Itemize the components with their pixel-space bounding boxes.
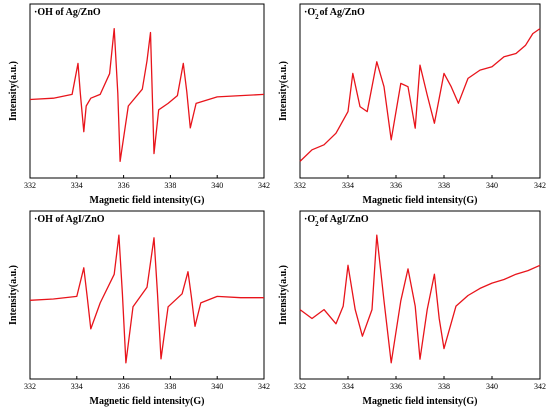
- x-tick-label: 334: [71, 382, 83, 391]
- x-tick-label: 338: [438, 382, 450, 391]
- panel-title: ·O2- of Ag/ZnO: [304, 5, 365, 21]
- series-line: [29, 27, 265, 163]
- x-axis-label: Magnetic field intensity(G): [363, 396, 478, 407]
- x-tick-label: 340: [486, 382, 498, 391]
- x-tick-label: 336: [118, 181, 130, 190]
- x-tick-label: 332: [24, 181, 36, 190]
- panel-title: ·OH of Ag/ZnO: [34, 7, 101, 18]
- x-tick-label: 338: [164, 181, 176, 190]
- x-tick-label: 334: [342, 382, 354, 391]
- x-tick-label: 342: [534, 181, 546, 190]
- plot-frame: [299, 210, 541, 380]
- x-tick-label: 342: [258, 181, 270, 190]
- y-axis-label: Intensity(a.u.): [278, 265, 289, 325]
- chart-panel-3: 332 334 336 338 340 342 ·OH of AgI/ZnO Magnetic…: [8, 210, 270, 407]
- x-tick-label: 338: [438, 181, 450, 190]
- x-axis-label: Magnetic field intensity(G): [363, 195, 478, 206]
- x-tick-label: 338: [164, 382, 176, 391]
- x-tick-label: 340: [486, 181, 498, 190]
- series-line: [299, 28, 541, 162]
- chart-panel-4: 332 334 336 338 340 342 ·O2- of AgI/ZnO Magneti…: [278, 210, 546, 407]
- x-axis-label: Magnetic field intensity(G): [90, 396, 205, 407]
- x-tick-label: 334: [71, 181, 83, 190]
- plot-frame: [29, 3, 265, 179]
- x-tick-label: 342: [258, 382, 270, 391]
- x-tick-label: 332: [24, 382, 36, 391]
- x-tick-label: 340: [211, 382, 223, 391]
- x-tick-label: 336: [118, 382, 130, 391]
- plot-frame: [29, 210, 265, 380]
- y-axis-label: Intensity(a.u.): [8, 61, 19, 121]
- x-tick-label: 342: [534, 382, 546, 391]
- x-tick-label: 336: [390, 382, 402, 391]
- plot-frame: [299, 3, 541, 179]
- series-line: [29, 234, 264, 364]
- x-tick-label: 332: [294, 181, 306, 190]
- x-axis-label: Magnetic field intensity(G): [90, 195, 205, 206]
- x-tick-label: 336: [390, 181, 402, 190]
- y-axis-label: Intensity(a.u.): [8, 265, 19, 325]
- x-tick-label: 332: [294, 382, 306, 391]
- y-axis-label: Intensity(a.u.): [278, 61, 289, 121]
- series-line: [299, 234, 541, 364]
- x-tick-label: 340: [211, 181, 223, 190]
- chart-panel-2: 332 334 336 338 340 342 ·O2- of Ag/ZnO Magnetic…: [278, 3, 546, 206]
- x-tick-label: 334: [342, 181, 354, 190]
- panel-title: ·O2- of AgI/ZnO: [304, 212, 369, 228]
- panel-title: ·OH of AgI/ZnO: [34, 214, 105, 225]
- chart-panel-1: 332 334 336 338 340 342 ·OH of Ag/ZnO Magnetic …: [8, 3, 270, 206]
